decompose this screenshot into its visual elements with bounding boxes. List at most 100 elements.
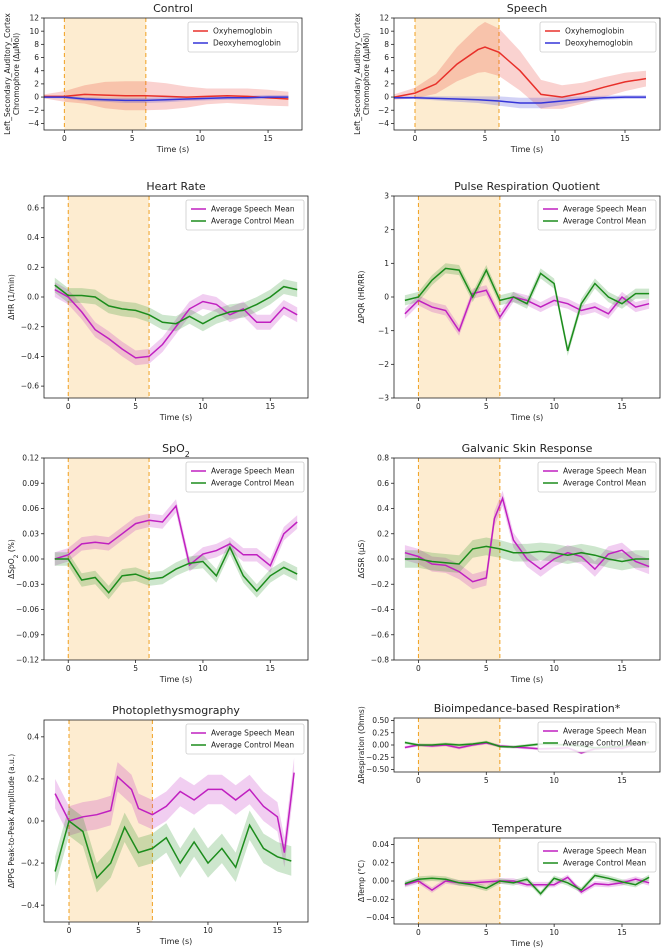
y-tick-label: −3 bbox=[378, 394, 389, 403]
chart-title: Pulse Respiration Quotient bbox=[454, 180, 600, 193]
x-axis-label: Time (s) bbox=[510, 413, 544, 422]
series-line-control-1 bbox=[44, 96, 289, 102]
x-tick-label: 15 bbox=[617, 928, 627, 937]
y-tick-label: 0.06 bbox=[22, 504, 39, 513]
chart-speech: 0 5 10 15 −4 −2 0 2 4 6 8 10 12 Speech Time (s) Left_Se… bbox=[353, 2, 661, 154]
y-tick-label: 2 bbox=[384, 225, 389, 234]
series-line-ppg-0 bbox=[54, 772, 295, 853]
chart-title: Speech bbox=[507, 2, 548, 15]
axes-frame bbox=[43, 17, 303, 131]
legend-label: Average Control Mean bbox=[211, 217, 294, 226]
x-tick-label: 0 bbox=[416, 928, 421, 937]
y-axis-label: Chromophore (ΔμMol) bbox=[362, 33, 371, 115]
chart-gsr: 0 5 10 15 −0.8 −0.6 −0.4 −0.2 0.0 0.2 0.4 0.6 0.8 Gal… bbox=[357, 442, 661, 684]
y-tick-label: 8 bbox=[34, 40, 39, 49]
legend: Average Speech Mean Average Control Mean bbox=[185, 461, 305, 493]
legend-label: Average Speech Mean bbox=[563, 727, 647, 736]
y-tick-label: −1 bbox=[378, 326, 389, 335]
y-tick-label: 0.0 bbox=[27, 817, 39, 826]
series-line-gsr-0 bbox=[404, 496, 650, 583]
legend-label: Average Speech Mean bbox=[211, 205, 295, 214]
x-tick-label: 5 bbox=[133, 402, 138, 411]
series-line-temp-1 bbox=[404, 874, 650, 895]
legend-label: Average Control Mean bbox=[211, 741, 294, 750]
legend-label: Average Control Mean bbox=[563, 217, 646, 226]
chart-ppg: 0 5 10 15 −0.4 −0.2 0.0 0.2 0.4 Photoplethysmogra… bbox=[7, 704, 309, 946]
chart-hr: 0 5 10 15 −0.6 −0.4 −0.2 0.0 0.2 0.4 0.6 Heart Rate… bbox=[7, 180, 309, 422]
x-tick-label: 15 bbox=[617, 402, 627, 411]
series-line-hr-0 bbox=[54, 288, 298, 359]
band-gsr-0 bbox=[404, 490, 650, 590]
y-tick-label: 8 bbox=[384, 40, 389, 49]
stimulus-window bbox=[418, 196, 500, 398]
y-tick-label: 4 bbox=[384, 66, 389, 75]
y-tick-label: −4 bbox=[28, 119, 39, 128]
x-tick-label: 15 bbox=[620, 134, 630, 143]
y-tick-label: −2 bbox=[28, 106, 39, 115]
x-tick-label: 0 bbox=[66, 664, 71, 673]
legend-label: Average Control Mean bbox=[563, 739, 646, 748]
series-line-speech-1 bbox=[394, 96, 646, 104]
chart-title: Heart Rate bbox=[146, 180, 206, 193]
chart-title: Photoplethysmography bbox=[112, 704, 240, 717]
x-tick-label: 10 bbox=[550, 134, 560, 143]
x-tick-label: 0 bbox=[416, 664, 421, 673]
y-tick-label: −0.8 bbox=[371, 656, 389, 665]
y-tick-label: 0.0 bbox=[27, 293, 39, 302]
x-tick-label: 5 bbox=[136, 926, 141, 935]
y-tick-label: 0.02 bbox=[372, 858, 389, 867]
x-axis-label: Time (s) bbox=[156, 145, 190, 154]
y-axis-label: Chromophore (ΔμMol) bbox=[12, 33, 21, 115]
y-tick-label: −0.06 bbox=[16, 605, 39, 614]
y-tick-label: 6 bbox=[34, 53, 39, 62]
x-tick-label: 0 bbox=[62, 134, 67, 143]
stimulus-window bbox=[415, 18, 499, 130]
series-line-gsr-1 bbox=[404, 545, 650, 565]
x-tick-label: 0 bbox=[67, 926, 72, 935]
stimulus-window bbox=[68, 196, 150, 398]
legend: Average Speech Mean Average Control Mean bbox=[185, 723, 305, 755]
chart-title: Bioimpedance-based Respiration* bbox=[434, 702, 621, 715]
y-axis-label: ΔPQR (HR/RR) bbox=[357, 271, 366, 324]
chart-pqr: 0 5 10 15 −3 −2 −1 0 1 2 3 Pulse Respiration Quotie… bbox=[357, 180, 661, 422]
chart-title: SpO2 bbox=[162, 442, 190, 459]
y-tick-label: 0.2 bbox=[27, 775, 39, 784]
stimulus-window bbox=[69, 720, 153, 922]
y-tick-label: 0.4 bbox=[27, 233, 39, 242]
legend-label: Average Control Mean bbox=[211, 479, 294, 488]
chart-resp: 0 5 10 15 −0.50 −0.25 0.00 0.25 0.50 Bioimpedance… bbox=[357, 702, 661, 785]
y-tick-label: 0 bbox=[384, 93, 389, 102]
chart-title: Galvanic Skin Response bbox=[462, 442, 593, 455]
y-tick-label: −0.25 bbox=[366, 753, 389, 762]
chart-control: 0 5 10 15 −4 −2 0 2 4 6 8 10 12 Control Time (s) Left_S… bbox=[3, 2, 303, 154]
legend-label: Average Speech Mean bbox=[211, 467, 295, 476]
y-tick-label: 0 bbox=[34, 93, 39, 102]
y-tick-label: 0.00 bbox=[372, 877, 389, 886]
y-tick-label: 6 bbox=[384, 53, 389, 62]
x-tick-label: 10 bbox=[198, 402, 208, 411]
stimulus-window bbox=[418, 458, 500, 660]
x-tick-label: 0 bbox=[413, 134, 418, 143]
x-tick-label: 10 bbox=[549, 928, 559, 937]
y-tick-label: −0.09 bbox=[16, 630, 39, 639]
y-tick-label: −0.2 bbox=[21, 322, 39, 331]
y-tick-label: 12 bbox=[29, 14, 39, 23]
y-tick-label: −0.4 bbox=[371, 605, 389, 614]
x-tick-label: 15 bbox=[273, 926, 283, 935]
band-pqr-1 bbox=[404, 263, 650, 356]
x-tick-label: 5 bbox=[484, 402, 489, 411]
legend-label: Average Speech Mean bbox=[211, 729, 295, 738]
legend-label: Deoxyhemoglobin bbox=[213, 39, 281, 48]
band-ppg-0 bbox=[55, 757, 295, 868]
x-tick-label: 10 bbox=[195, 134, 205, 143]
x-tick-label: 10 bbox=[549, 402, 559, 411]
x-tick-label: 0 bbox=[66, 402, 71, 411]
y-tick-label: −0.4 bbox=[21, 352, 39, 361]
y-tick-label: 1 bbox=[384, 259, 389, 268]
y-tick-label: 0.00 bbox=[22, 555, 39, 564]
y-tick-label: −0.6 bbox=[21, 382, 39, 391]
x-axis-label: Time (s) bbox=[159, 675, 193, 684]
y-tick-label: 0.0 bbox=[377, 555, 389, 564]
y-tick-label: 12 bbox=[379, 14, 389, 23]
